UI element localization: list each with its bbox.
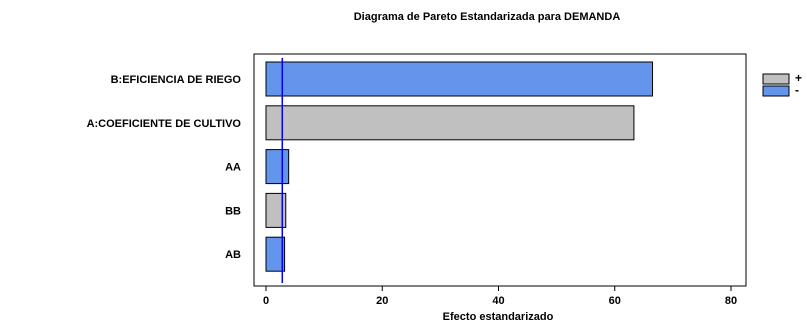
plot-frame	[253, 53, 747, 287]
bars-group	[265, 61, 654, 272]
legend-swatch	[762, 73, 790, 85]
x-axis-ticks: 0 20 40 60 80	[263, 286, 737, 307]
legend: +-	[762, 71, 802, 97]
x-tick-label: 60	[609, 295, 621, 307]
x-tick-label: 80	[725, 295, 737, 307]
bar	[265, 192, 287, 228]
legend-swatch	[762, 85, 790, 97]
bar	[265, 149, 290, 185]
legend-label: +	[795, 71, 802, 85]
category-labels: B:EFICIENCIA DE RIEGO A:COEFICIENTE DE CU…	[87, 74, 242, 261]
x-axis-label: Efecto estandarizado	[443, 311, 554, 323]
x-tick-label: 20	[376, 295, 388, 307]
bar	[265, 105, 635, 141]
bar	[265, 236, 286, 272]
x-tick-label: 0	[263, 295, 269, 307]
x-tick-label: 40	[492, 295, 504, 307]
chart-title: Diagrama de Pareto Estandarizada para DE…	[354, 11, 621, 23]
category-label: AA	[225, 162, 241, 174]
category-label: BB	[225, 205, 241, 217]
category-label: B:EFICIENCIA DE RIEGO	[111, 74, 242, 86]
bar	[265, 61, 654, 97]
category-label: A:COEFICIENTE DE CULTIVO	[87, 118, 242, 130]
category-label: AB	[225, 249, 241, 261]
legend-label: -	[795, 83, 799, 97]
